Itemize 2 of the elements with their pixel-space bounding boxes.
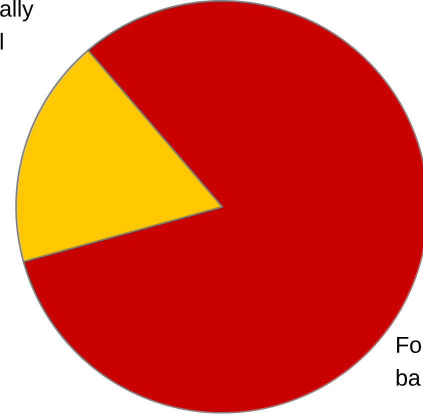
slice-label: ally l	[0, 0, 34, 50]
slice-label: Fo ba	[396, 337, 421, 386]
